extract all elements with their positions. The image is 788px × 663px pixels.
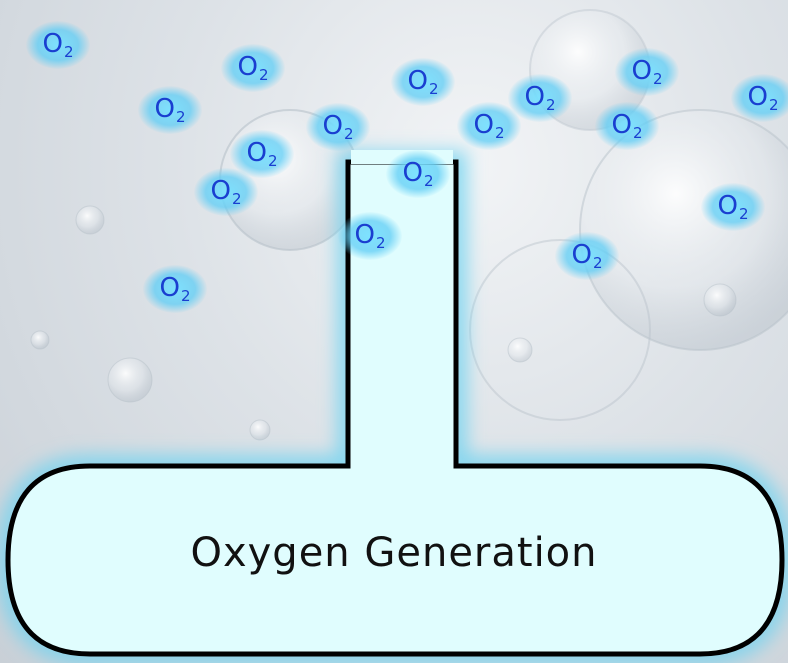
oxygen-molecule: O2: [701, 183, 765, 231]
oxygen-generation-label: Oxygen Generation: [190, 530, 598, 576]
oxygen-molecule: O2: [26, 21, 90, 69]
vessel-shape: [5, 159, 785, 657]
oxygen-molecule: O2: [194, 168, 258, 216]
oxygen-molecule: O2: [391, 58, 455, 106]
oxygen-molecule-label: O2: [747, 81, 779, 114]
oxygen-molecule-label: O2: [237, 51, 269, 84]
oxygen-molecule: O2: [338, 212, 402, 260]
oxygen-molecule-label: O2: [154, 93, 186, 126]
oxygen-molecule-label: O2: [246, 137, 278, 170]
oxygen-molecule-label: O2: [524, 81, 556, 114]
oxygen-molecule-label: O2: [571, 239, 603, 272]
oxygen-molecule-label: O2: [611, 109, 643, 142]
oxygen-molecule: O2: [306, 103, 370, 151]
oxygen-molecule-label: O2: [473, 109, 505, 142]
oxygen-molecule-label: O2: [402, 157, 434, 190]
oxygen-molecule: O2: [386, 150, 450, 198]
oxygen-molecule: O2: [138, 86, 202, 134]
oxygen-molecule-label: O2: [322, 110, 354, 143]
oxygen-molecule-label: O2: [631, 55, 663, 88]
oxygen-molecule: O2: [731, 74, 788, 122]
oxygen-molecule: O2: [457, 102, 521, 150]
oxygen-molecule-label: O2: [159, 272, 191, 305]
oxygen-molecule: O2: [221, 44, 285, 92]
oxygen-molecule: O2: [615, 48, 679, 96]
oxygen-molecule: O2: [555, 232, 619, 280]
oxygen-molecule-label: O2: [354, 219, 386, 252]
oxygen-molecule: O2: [595, 102, 659, 150]
oxygen-molecule: O2: [508, 74, 572, 122]
oxygen-molecule-label: O2: [210, 175, 242, 208]
oxygen-molecule: O2: [143, 265, 207, 313]
oxygen-molecule-label: O2: [407, 65, 439, 98]
oxygen-molecule-label: O2: [717, 190, 749, 223]
oxygen-molecule-label: O2: [42, 28, 74, 61]
